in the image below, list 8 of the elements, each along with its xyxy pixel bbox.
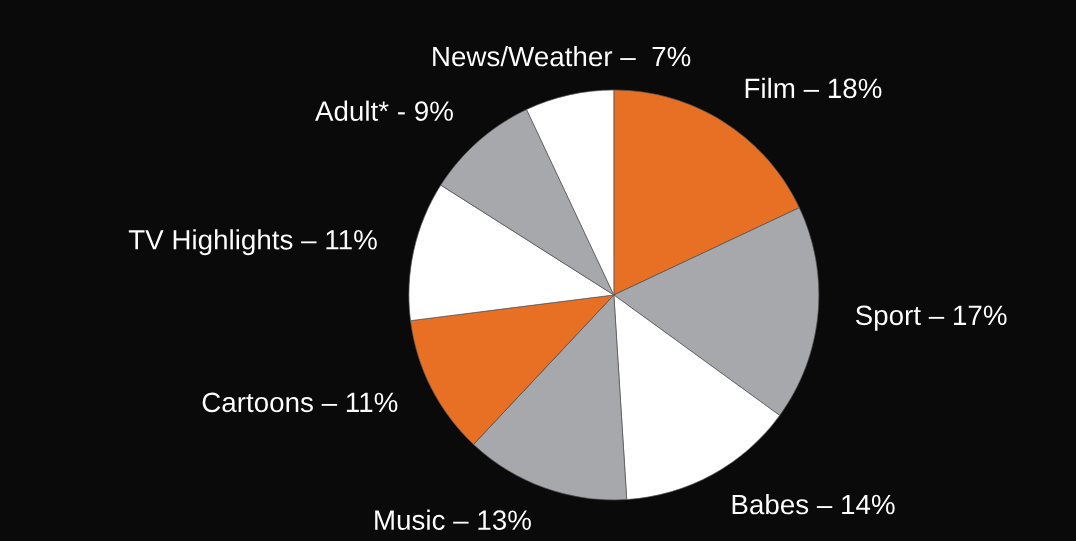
slice-label: Babes – 14%: [732, 493, 895, 515]
slice-label: Cartoons – 11%: [202, 392, 398, 413]
slice-label: Film – 18%: [745, 77, 882, 99]
slice-label: Adult* - 9%: [315, 100, 453, 121]
slice-label: TV Highlights – 11%: [128, 229, 377, 256]
slice-label: News/Weather – 7%: [433, 45, 691, 67]
slice-label: Music – 13%: [375, 509, 531, 530]
slice-label: Sport – 17%: [855, 305, 1007, 331]
